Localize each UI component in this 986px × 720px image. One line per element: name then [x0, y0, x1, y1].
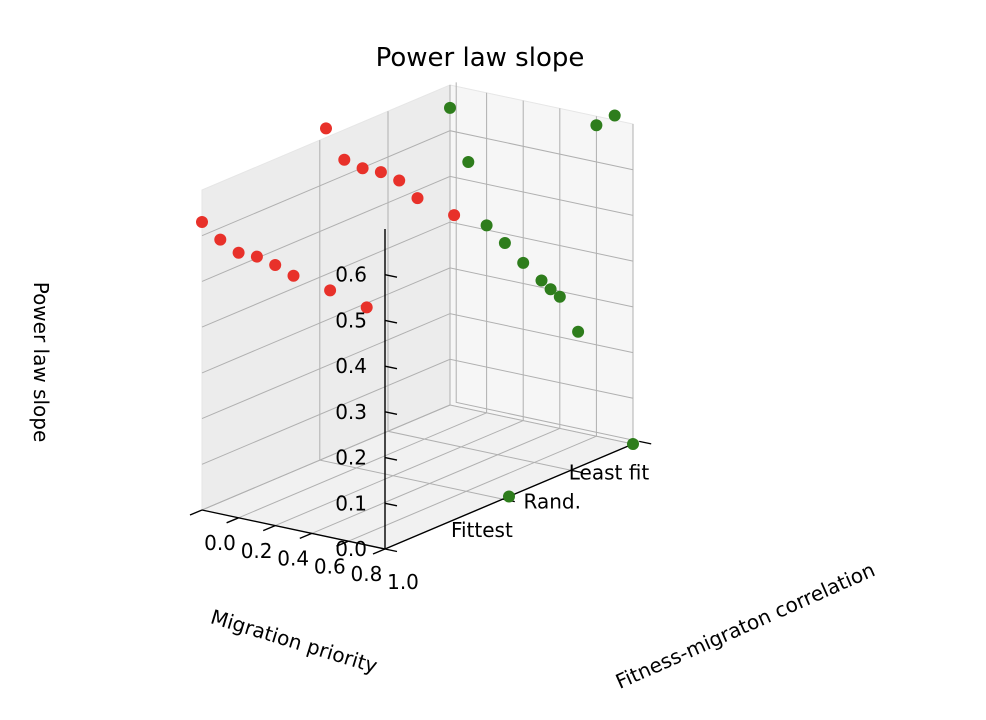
z-tick-label: 0.4: [335, 354, 367, 378]
z-tick-mark: [384, 456, 398, 461]
data-point: [287, 269, 300, 282]
x-tick-mark: [639, 440, 652, 445]
x-tick-label: Rand.: [524, 489, 581, 513]
gridline-z-3: [201, 267, 634, 374]
z-axis-label: Power law slope: [29, 282, 53, 443]
y-tick-label: 0.2: [241, 539, 273, 563]
data-point: [196, 216, 208, 228]
y-tick-mark: [299, 532, 313, 540]
z-tick-label: 0.2: [335, 446, 367, 470]
z-tick-mark: [384, 365, 398, 370]
chart-title: Power law slope: [376, 43, 585, 73]
back-pane-right: [449, 84, 634, 445]
z-tick-label: 0.1: [335, 491, 367, 515]
y-axis-label: Fitness-migraton correlation: [612, 557, 879, 693]
x-tick-label: Fittest: [451, 518, 513, 542]
chart-points: [196, 101, 639, 503]
gridline-z-5: [201, 175, 634, 282]
y-tick-label: 1.0: [387, 570, 419, 594]
data-point: [590, 119, 603, 132]
data-point: [360, 301, 373, 314]
data-point: [517, 256, 530, 269]
y-tick-mark: [189, 509, 203, 516]
gridline-z-4: [201, 221, 634, 328]
data-point: [627, 438, 639, 450]
z-tick-label: 0.6: [335, 263, 367, 287]
data-point: [324, 284, 337, 297]
z-tick-label: 0.0: [335, 537, 367, 561]
data-point: [374, 166, 387, 179]
y-axis-line: [201, 509, 386, 550]
data-point: [498, 237, 511, 249]
x-tick-label: Least fit: [569, 460, 650, 484]
data-point: [608, 109, 621, 122]
data-point: [338, 153, 351, 166]
data-point: [503, 490, 515, 503]
y-tick-label: 0.6: [314, 554, 346, 578]
gridline-z-1: [201, 358, 634, 465]
data-point: [393, 174, 406, 187]
gridline-z-0: [201, 404, 634, 511]
data-point: [250, 250, 263, 263]
data-point: [572, 325, 585, 338]
data-point: [444, 101, 456, 114]
data-point: [269, 259, 282, 271]
data-point: [320, 122, 332, 135]
x-tick-mark: [570, 469, 584, 474]
data-point: [448, 209, 461, 222]
gridline-z-2: [201, 313, 634, 420]
y-tick-mark: [262, 524, 276, 532]
y-tick-label: 0.4: [277, 547, 309, 571]
y-tick-label: 0.0: [204, 531, 236, 555]
z-tick-label: 0.3: [335, 400, 367, 424]
chart-gridlines: [201, 82, 640, 550]
data-point: [553, 290, 566, 303]
y-tick-mark: [336, 540, 349, 547]
data-point: [356, 162, 369, 175]
y-tick-mark: [226, 517, 239, 524]
z-tick-label: 0.5: [335, 308, 367, 332]
data-point: [535, 274, 548, 287]
y-tick-label: 0.8: [350, 562, 382, 586]
z-tick-mark: [384, 274, 398, 278]
y-tick-mark: [372, 548, 386, 555]
data-point: [462, 156, 475, 168]
z-tick-mark: [384, 502, 398, 507]
data-point: [214, 233, 227, 246]
x-axis-label: Migration priority: [208, 605, 380, 679]
gridline-z-6: [201, 130, 634, 237]
data-point: [232, 246, 245, 259]
gridline-x-0: [455, 82, 640, 442]
z-tick-mark: [384, 319, 398, 324]
data-point: [544, 283, 557, 296]
z-tick-mark: [384, 548, 398, 553]
z-tick-mark: [384, 411, 398, 416]
data-point: [480, 219, 493, 232]
data-point: [411, 192, 424, 205]
